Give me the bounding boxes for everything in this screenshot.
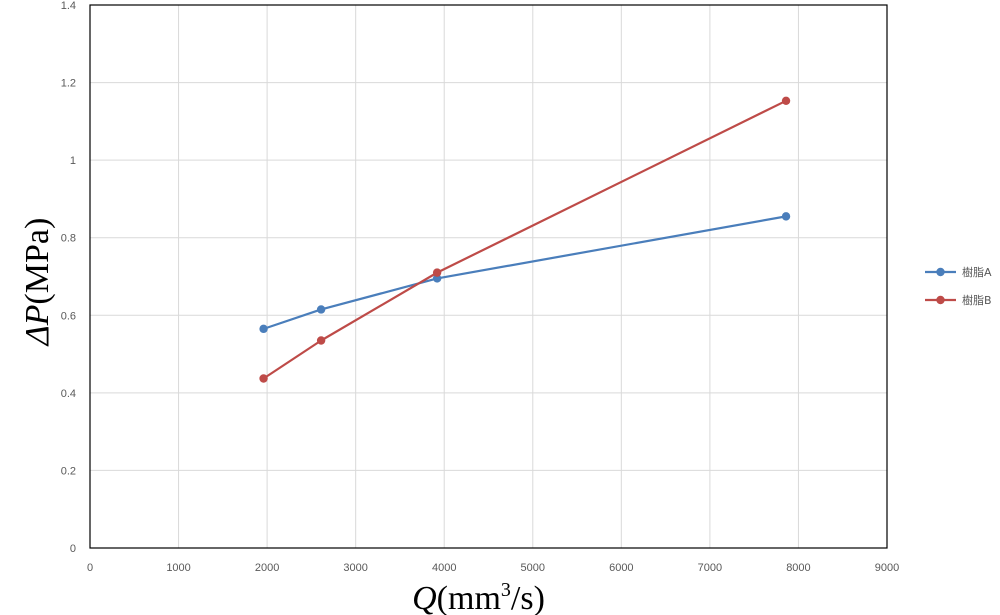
- legend-marker: [936, 295, 945, 305]
- y-tick-label: 0.8: [61, 233, 76, 245]
- y-tick-label: 1.4: [61, 0, 76, 12]
- data-point: [432, 268, 442, 277]
- x-axis-title-unit-suffix: /s): [511, 580, 545, 615]
- y-axis-title-unit: (MPa): [19, 218, 56, 305]
- x-tick-label: 9000: [875, 562, 899, 574]
- x-axis-ticks: 0 1000 2000 3000 4000 5000 6000 7000 8000 9000: [87, 562, 899, 574]
- series-group: [259, 96, 791, 383]
- data-point: [316, 305, 326, 314]
- y-tick-label: 0.4: [61, 388, 76, 400]
- x-axis-title-superscript: 3: [501, 579, 511, 601]
- x-axis-title-symbol: Q: [412, 580, 437, 615]
- data-point: [259, 374, 268, 383]
- series-line: [262, 99, 787, 380]
- x-axis-title: Q(mm3/s): [412, 579, 545, 615]
- x-tick-label: 0: [87, 562, 93, 574]
- y-tick-label: 0: [70, 543, 76, 555]
- y-axis-ticks: 0 0.2 0.4 0.6 0.8 1 1.2 1.4: [61, 0, 76, 555]
- x-tick-label: 3000: [343, 562, 367, 574]
- y-tick-label: 0.6: [61, 310, 76, 322]
- y-tick-label: 0.2: [61, 465, 76, 477]
- series-layer: [259, 96, 791, 383]
- y-tick-label: 1: [70, 155, 76, 167]
- x-tick-label: 1000: [166, 562, 190, 574]
- y-tick-label: 1.2: [61, 78, 76, 90]
- legend-label: 樹脂B: [962, 293, 992, 307]
- legend-label: 樹脂A: [962, 265, 992, 279]
- x-tick-label: 5000: [521, 562, 545, 574]
- plot-area-frame: [89, 4, 888, 549]
- gridlines: [90, 5, 887, 548]
- legend-marker: [936, 267, 945, 277]
- data-point: [259, 324, 268, 334]
- series-line: [263, 215, 787, 330]
- legend-item: 樹脂A: [925, 265, 992, 279]
- x-tick-label: 2000: [255, 562, 279, 574]
- series-group: [259, 212, 791, 334]
- y-axis-title-symbol: ΔP: [19, 305, 56, 348]
- x-axis-title-unit-prefix: (mm: [437, 580, 501, 615]
- data-point: [316, 336, 326, 345]
- y-axis-title: ΔP(MPa): [19, 218, 56, 348]
- x-tick-label: 6000: [609, 562, 633, 574]
- data-point: [432, 274, 442, 283]
- x-tick-label: 8000: [786, 562, 810, 574]
- data-point: [781, 96, 791, 106]
- legend: 樹脂A 樹脂B: [925, 265, 992, 307]
- legend-item: 樹脂B: [925, 293, 992, 307]
- x-tick-label: 4000: [432, 562, 456, 574]
- data-point: [781, 212, 791, 221]
- x-tick-label: 7000: [698, 562, 722, 574]
